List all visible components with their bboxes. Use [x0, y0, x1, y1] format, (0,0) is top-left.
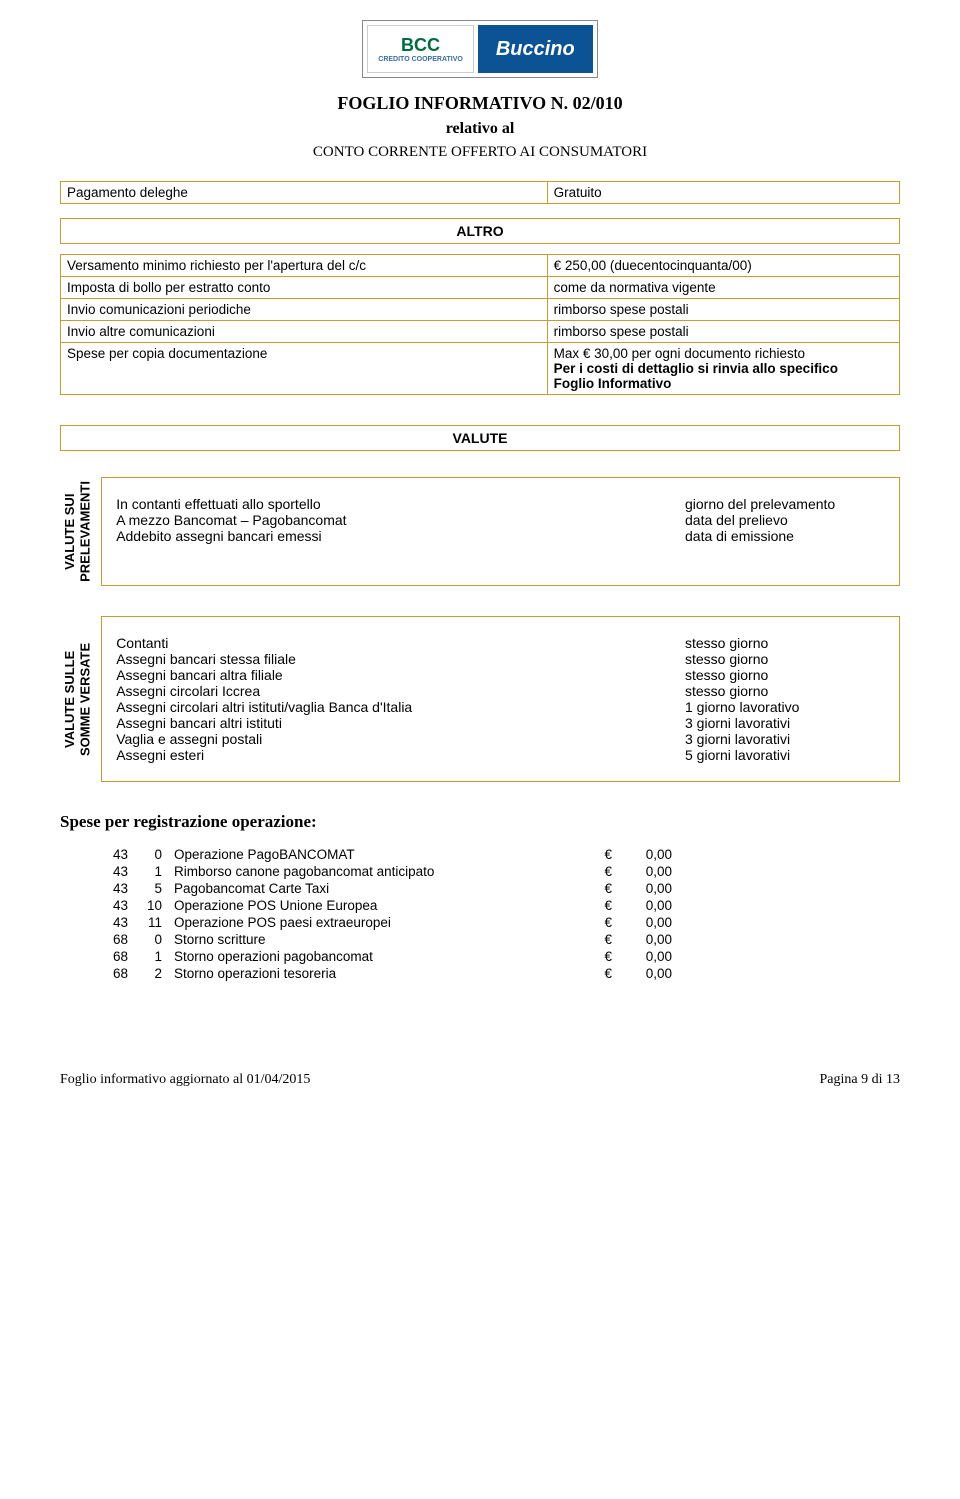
vrow-l: Assegni bancari altra filiale: [116, 667, 685, 683]
vrow-l: Assegni bancari altri istituti: [116, 715, 685, 731]
footer-right: Pagina 9 di 13: [820, 1072, 901, 1088]
table-row: 4311Operazione POS paesi extraeuropei€0,…: [96, 914, 678, 931]
vrow-l: Assegni circolari altri istituti/vaglia …: [116, 699, 685, 715]
altro-table: Versamento minimo richiesto per l'apertu…: [60, 254, 900, 395]
doc-offer: CONTO CORRENTE OFFERTO AI CONSUMATORI: [60, 144, 900, 161]
altro-header: ALTRO: [60, 218, 900, 244]
pagamento-table: Pagamento deleghe Gratuito: [60, 181, 900, 204]
altro-r: € 250,00 (duecentocinquanta/00): [547, 255, 899, 277]
valute-versate: VALUTE SULLE SOMME VERSATE Contantistess…: [60, 616, 900, 782]
vrow-l: Assegni esteri: [116, 747, 685, 763]
vrow-l: In contanti effettuati allo sportello: [116, 496, 685, 512]
table-row: 435Pagobancomat Carte Taxi€0,00: [96, 880, 678, 897]
table-row: 680Storno scritture€0,00: [96, 931, 678, 948]
valute-prelevamenti: VALUTE SUI PRELEVAMENTI In contanti effe…: [60, 477, 900, 586]
altro-l: Versamento minimo richiesto per l'apertu…: [61, 255, 548, 277]
altro-extra2: Foglio Informativo: [554, 376, 672, 391]
vrow-r: giorno del prelevamento: [685, 496, 885, 512]
valute-prelev-box: In contanti effettuati allo sportellogio…: [101, 477, 900, 586]
logo-left-sub: CREDITO COOPERATIVO: [378, 56, 463, 63]
doc-subtitle: relativo al: [60, 120, 900, 138]
altro-extra1: Per i costi di dettaglio si rinvia allo …: [554, 361, 838, 376]
vrow-r: 1 giorno lavorativo: [685, 699, 885, 715]
spese-table: 430Operazione PagoBANCOMAT€0,00 431Rimbo…: [96, 846, 678, 982]
logo-buccino: Buccino: [478, 25, 593, 73]
altro-r: Max € 30,00 per ogni documento richiesto…: [547, 343, 899, 395]
altro-l: Imposta di bollo per estratto conto: [61, 277, 548, 299]
vrow-r: data di emissione: [685, 528, 885, 544]
table-row: 4310Operazione POS Unione Europea€0,00: [96, 897, 678, 914]
logo-box: BCC CREDITO COOPERATIVO Buccino: [362, 20, 597, 78]
logo-left-main: BCC: [401, 35, 440, 55]
altro-l: Invio comunicazioni periodiche: [61, 299, 548, 321]
logo-bcc: BCC CREDITO COOPERATIVO: [367, 25, 474, 73]
vrow-r: stesso giorno: [685, 651, 885, 667]
doc-title: FOGLIO INFORMATIVO N. 02/010: [60, 93, 900, 114]
vrow-l: Vaglia e assegni postali: [116, 731, 685, 747]
vrow-l: A mezzo Bancomat – Pagobancomat: [116, 512, 685, 528]
vrow-r: stesso giorno: [685, 667, 885, 683]
footer-left: Foglio informativo aggiornato al 01/04/2…: [60, 1072, 310, 1088]
valute-versate-label: VALUTE SULLE SOMME VERSATE: [60, 616, 95, 782]
altro-l: Invio altre comunicazioni: [61, 321, 548, 343]
vrow-l: Contanti: [116, 635, 685, 651]
valute-versate-box: Contantistesso giorno Assegni bancari st…: [101, 616, 900, 782]
vrow-r: stesso giorno: [685, 635, 885, 651]
table-row: 431Rimborso canone pagobancomat anticipa…: [96, 863, 678, 880]
altro-r: rimborso spese postali: [547, 321, 899, 343]
altro-l: Spese per copia documentazione: [61, 343, 548, 395]
valute-prelev-label: VALUTE SUI PRELEVAMENTI: [60, 477, 95, 586]
vrow-r: 3 giorni lavorativi: [685, 731, 885, 747]
altro-r: rimborso spese postali: [547, 299, 899, 321]
altro-r: come da normativa vigente: [547, 277, 899, 299]
logo-row: BCC CREDITO COOPERATIVO Buccino: [60, 20, 900, 78]
table-row: 430Operazione PagoBANCOMAT€0,00: [96, 846, 678, 863]
vrow-r: 3 giorni lavorativi: [685, 715, 885, 731]
footer: Foglio informativo aggiornato al 01/04/2…: [60, 1072, 900, 1088]
vrow-l: Addebito assegni bancari emessi: [116, 528, 685, 544]
spese-title: Spese per registrazione operazione:: [60, 812, 900, 832]
pagamento-label: Pagamento deleghe: [61, 182, 548, 204]
vrow-r: 5 giorni lavorativi: [685, 747, 885, 763]
table-row: 681Storno operazioni pagobancomat€0,00: [96, 948, 678, 965]
vrow-r: data del prelievo: [685, 512, 885, 528]
vrow-r: stesso giorno: [685, 683, 885, 699]
valute-header: VALUTE: [60, 425, 900, 451]
vrow-l: Assegni circolari Iccrea: [116, 683, 685, 699]
table-row: 682Storno operazioni tesoreria€0,00: [96, 965, 678, 982]
pagamento-value: Gratuito: [547, 182, 899, 204]
vrow-l: Assegni bancari stessa filiale: [116, 651, 685, 667]
